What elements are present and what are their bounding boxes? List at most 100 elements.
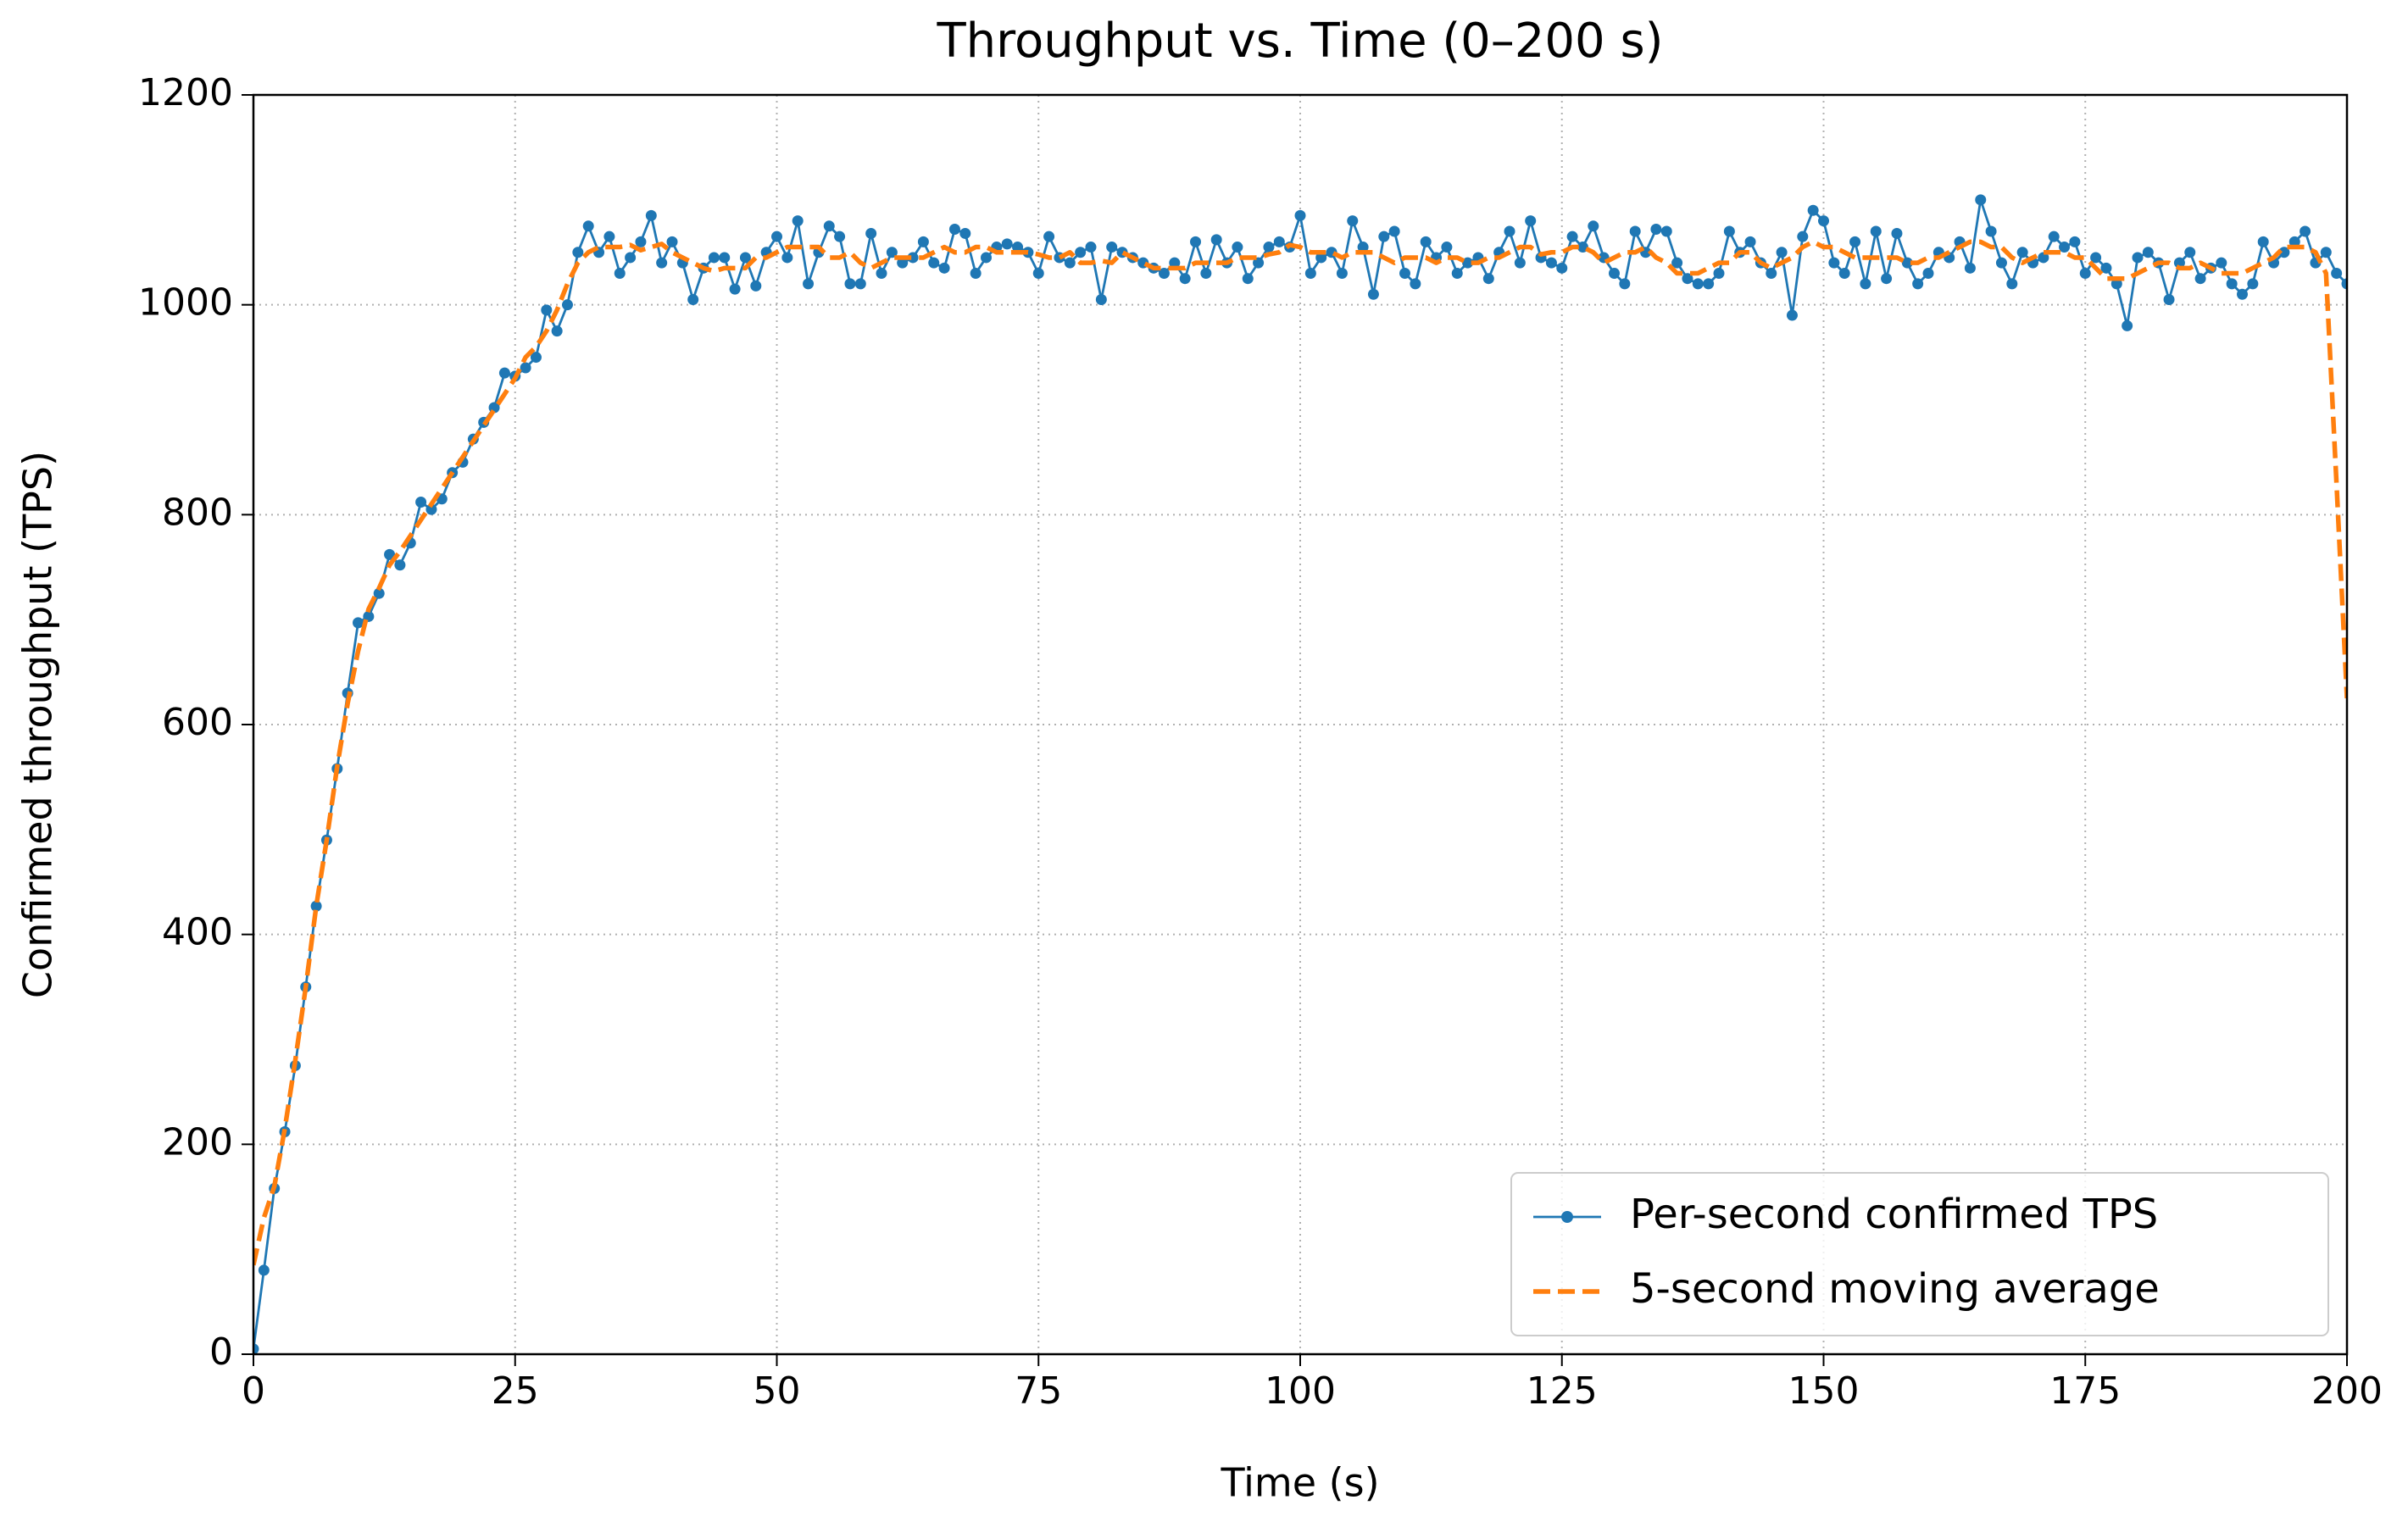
y-tick-label: 1200 [138, 71, 233, 114]
series-marker [1441, 242, 1453, 253]
series-marker [687, 293, 699, 305]
series-marker [1870, 225, 1882, 237]
series-marker [1232, 242, 1243, 253]
series-marker [1860, 278, 1871, 290]
series-marker [253, 1343, 259, 1354]
series-marker [844, 278, 856, 290]
series-marker [1043, 231, 1055, 242]
series-marker [656, 257, 668, 269]
series-marker [384, 548, 396, 560]
series-marker [2090, 252, 2102, 264]
series-marker [1838, 268, 1850, 280]
series-marker [854, 278, 866, 290]
series-marker [2257, 236, 2269, 247]
series-marker [781, 252, 793, 264]
x-tick-label: 75 [1015, 1369, 1062, 1413]
x-tick-label: 50 [754, 1369, 801, 1413]
series-marker [2173, 257, 2185, 269]
series-marker [2132, 252, 2144, 264]
series-marker [1881, 273, 1893, 285]
series-marker [886, 247, 898, 258]
x-tick-label: 0 [242, 1369, 265, 1413]
series-marker [771, 231, 782, 242]
series-marker [1723, 225, 1735, 237]
series-marker [1032, 268, 1044, 280]
series-marker [1410, 278, 1421, 290]
legend-box [1510, 1172, 2329, 1336]
series-marker [876, 268, 887, 280]
series-marker [2038, 252, 2049, 264]
series-marker [1462, 257, 1474, 269]
series-marker [394, 559, 406, 571]
y-tick-label: 400 [162, 911, 233, 954]
series-marker [2184, 247, 2196, 258]
series-marker [1619, 278, 1631, 290]
series-marker [2006, 278, 2018, 290]
series-marker [1964, 262, 1976, 274]
series-marker [865, 227, 877, 239]
series-marker [1891, 227, 1903, 239]
series-marker [2079, 268, 2091, 280]
series-marker [1671, 257, 1683, 269]
series-marker [897, 257, 909, 269]
series-marker [2226, 278, 2238, 290]
series-marker [2163, 293, 2175, 305]
plot-area [253, 194, 2347, 1354]
series-marker [1776, 247, 1788, 258]
legend-marker [1561, 1211, 1573, 1223]
series-marker [981, 252, 992, 264]
series-marker [1294, 209, 1306, 221]
series-marker [1985, 225, 1997, 237]
series-marker [1566, 231, 1578, 242]
series-marker [1190, 236, 1201, 247]
series-marker [363, 610, 375, 622]
series-marker [1200, 268, 1212, 280]
series-marker [1660, 225, 1672, 237]
series-marker [1692, 278, 1704, 290]
series-marker [1012, 242, 1024, 253]
series-marker [603, 231, 615, 242]
series-marker [1378, 231, 1390, 242]
series-line [253, 239, 2347, 1266]
series-marker [2237, 288, 2248, 300]
series-marker [572, 247, 584, 258]
series-marker [1106, 242, 1118, 253]
series-marker [917, 236, 929, 247]
series-marker [498, 367, 510, 379]
series-marker [1075, 247, 1087, 258]
series-marker [1545, 257, 1557, 269]
series-marker [834, 231, 846, 242]
series-marker [2069, 236, 2081, 247]
x-tick-label: 125 [1527, 1369, 1598, 1413]
x-axis-label: Time (s) [1220, 1460, 1379, 1506]
series-marker [2288, 236, 2300, 247]
series-marker [425, 503, 437, 515]
series-marker [635, 236, 647, 247]
y-tick-label: 200 [162, 1120, 233, 1164]
series-marker [1797, 231, 1809, 242]
series-marker [1336, 268, 1348, 280]
series-marker [1922, 268, 1934, 280]
series-marker [1556, 262, 1568, 274]
series-marker [2142, 247, 2154, 258]
series-marker [1504, 225, 1515, 237]
series-marker [739, 252, 751, 264]
series-marker [1786, 309, 1798, 321]
series-marker [1609, 268, 1620, 280]
series-marker [2059, 242, 2071, 253]
series-marker [1588, 220, 1599, 232]
series-marker [1253, 257, 1265, 269]
series-marker [719, 252, 731, 264]
series-marker [541, 304, 553, 316]
series-marker [2247, 278, 2259, 290]
series-marker [1399, 268, 1410, 280]
series-marker [1304, 268, 1316, 280]
series-marker [948, 224, 960, 236]
series-marker [1210, 234, 1222, 246]
series-marker [2320, 247, 2332, 258]
series-marker [1095, 293, 1107, 305]
series-marker [970, 268, 982, 280]
chart-title: Throughput vs. Time (0–200 s) [936, 14, 1663, 69]
series-marker [1242, 273, 1254, 285]
x-tick-label: 200 [2311, 1369, 2383, 1413]
